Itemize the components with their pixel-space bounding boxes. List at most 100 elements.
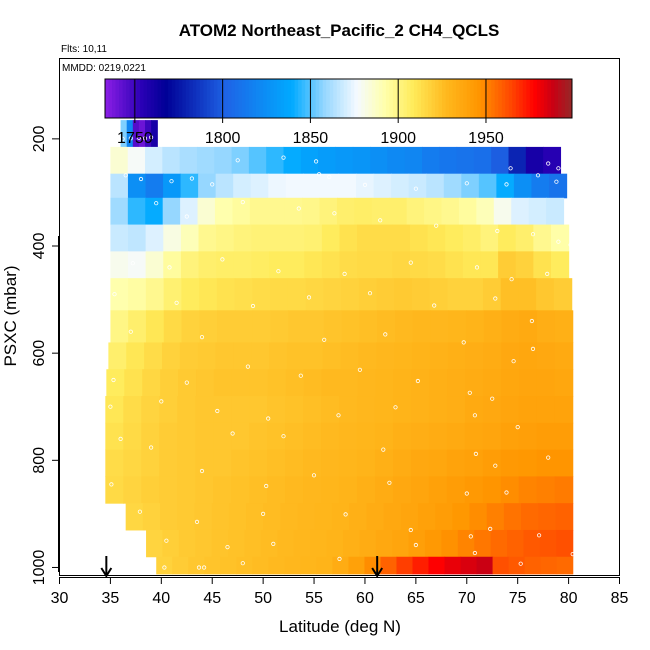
observation-point: [210, 182, 215, 187]
heatmap-cell: [105, 449, 124, 477]
heatmap-cell: [474, 529, 492, 558]
heatmap-cell: [447, 369, 466, 397]
heatmap-cell: [228, 503, 247, 531]
heatmap-cell: [105, 476, 124, 504]
heatmap-cell: [321, 422, 340, 451]
heatmap-cell: [428, 476, 448, 504]
heatmap-cell: [181, 278, 200, 311]
heatmap-cell: [500, 396, 520, 424]
heatmap-cell: [285, 173, 304, 199]
observation-point: [378, 218, 383, 223]
heatmap-cell: [285, 476, 304, 504]
heatmap-cell: [231, 449, 250, 477]
heatmap-cell: [446, 476, 466, 504]
observation-point: [189, 176, 194, 181]
heatmap-cell: [387, 146, 406, 175]
heatmap-cell: [491, 146, 510, 175]
colorbar-cell: [456, 79, 461, 118]
colorbar-cell: [557, 79, 562, 118]
colorbar-tick-label: 1850: [293, 130, 329, 147]
observation-point: [518, 561, 523, 566]
heatmap-cell: [335, 146, 354, 175]
heatmap-cell: [501, 310, 520, 343]
colorbar-cell: [273, 79, 278, 118]
observation-point: [493, 463, 498, 468]
heatmap-cell: [447, 342, 467, 370]
heatmap-cell: [286, 224, 305, 252]
flights-info: Flts: 10,11: [61, 44, 107, 55]
heatmap-cell: [267, 396, 286, 424]
heatmap-cell: [555, 503, 574, 531]
observation-point: [508, 166, 513, 171]
heatmap-cell: [417, 503, 436, 531]
heatmap-cell: [248, 146, 267, 175]
heatmap-cell: [498, 251, 517, 279]
heatmap-cell: [316, 556, 334, 575]
heatmap-cell: [376, 278, 395, 311]
heatmap-cell: [447, 278, 466, 311]
heatmap-cell: [411, 369, 430, 397]
heatmap-cell: [195, 422, 214, 451]
colorbar-cell: [227, 79, 232, 118]
observation-point: [316, 172, 322, 177]
heatmap-cell: [392, 476, 412, 504]
heatmap-cell: [374, 449, 394, 477]
colorbar-cell: [280, 79, 285, 118]
heatmap-cell: [141, 396, 160, 424]
heatmap-cell: [500, 476, 520, 504]
heatmap-cell: [375, 369, 394, 397]
observation-point: [473, 451, 478, 456]
heatmap-cell: [359, 529, 377, 558]
heatmap-cell: [124, 369, 143, 397]
heatmap-cell: [366, 503, 385, 531]
colorbar-cell: [298, 79, 303, 118]
colorbar-cell: [129, 79, 134, 118]
heatmap-cell: [180, 224, 200, 252]
heatmap-cell: [246, 503, 264, 531]
heatmap-cell: [177, 476, 196, 504]
heatmap-cell: [391, 173, 410, 199]
observation-points: [108, 135, 575, 570]
heatmap-cell: [400, 503, 419, 531]
heatmap-cell: [352, 146, 371, 175]
heatmap-cell: [231, 476, 250, 504]
heatmap-cell: [383, 503, 402, 531]
heatmap-cell: [508, 146, 527, 175]
heatmap-cell: [138, 120, 146, 148]
heatmap-cell: [252, 310, 272, 343]
heatmap-cell: [518, 396, 538, 424]
heatmap-cell: [304, 251, 323, 279]
heatmap-cell: [518, 369, 538, 397]
observation-point: [383, 332, 388, 337]
heatmap-cell: [215, 173, 234, 199]
heatmap-cell: [412, 556, 430, 575]
heatmap-cell: [518, 422, 538, 451]
heatmap-cell: [163, 173, 182, 199]
heatmap-cell: [198, 173, 217, 199]
heatmap-cell: [323, 310, 343, 343]
colorbar-cell: [371, 79, 376, 118]
heatmap-cell: [446, 449, 466, 477]
colorbar-cell: [445, 79, 450, 118]
heatmap-cell: [321, 476, 340, 504]
colorbar-cell: [382, 79, 387, 118]
heatmap-cell: [293, 529, 311, 558]
heatmap-cells: [105, 120, 574, 575]
heatmap-cell: [460, 556, 478, 575]
heatmap-cell: [515, 251, 534, 279]
heatmap-cell: [141, 422, 160, 451]
observation-point: [464, 491, 469, 496]
colorbar-cell: [312, 79, 317, 118]
colorbar-cell: [505, 79, 510, 118]
heatmap-cell: [216, 278, 236, 311]
heatmap-cell: [196, 369, 215, 397]
heatmap-cell: [336, 197, 355, 226]
heatmap-cell: [197, 342, 217, 370]
heatmap-cell: [305, 278, 324, 311]
observation-point: [556, 166, 561, 171]
heatmap-cell: [482, 369, 502, 397]
colorbar-cell: [255, 79, 260, 118]
heatmap-cell: [478, 173, 497, 199]
observation-point: [464, 181, 469, 186]
colorbar-cell: [122, 79, 127, 118]
